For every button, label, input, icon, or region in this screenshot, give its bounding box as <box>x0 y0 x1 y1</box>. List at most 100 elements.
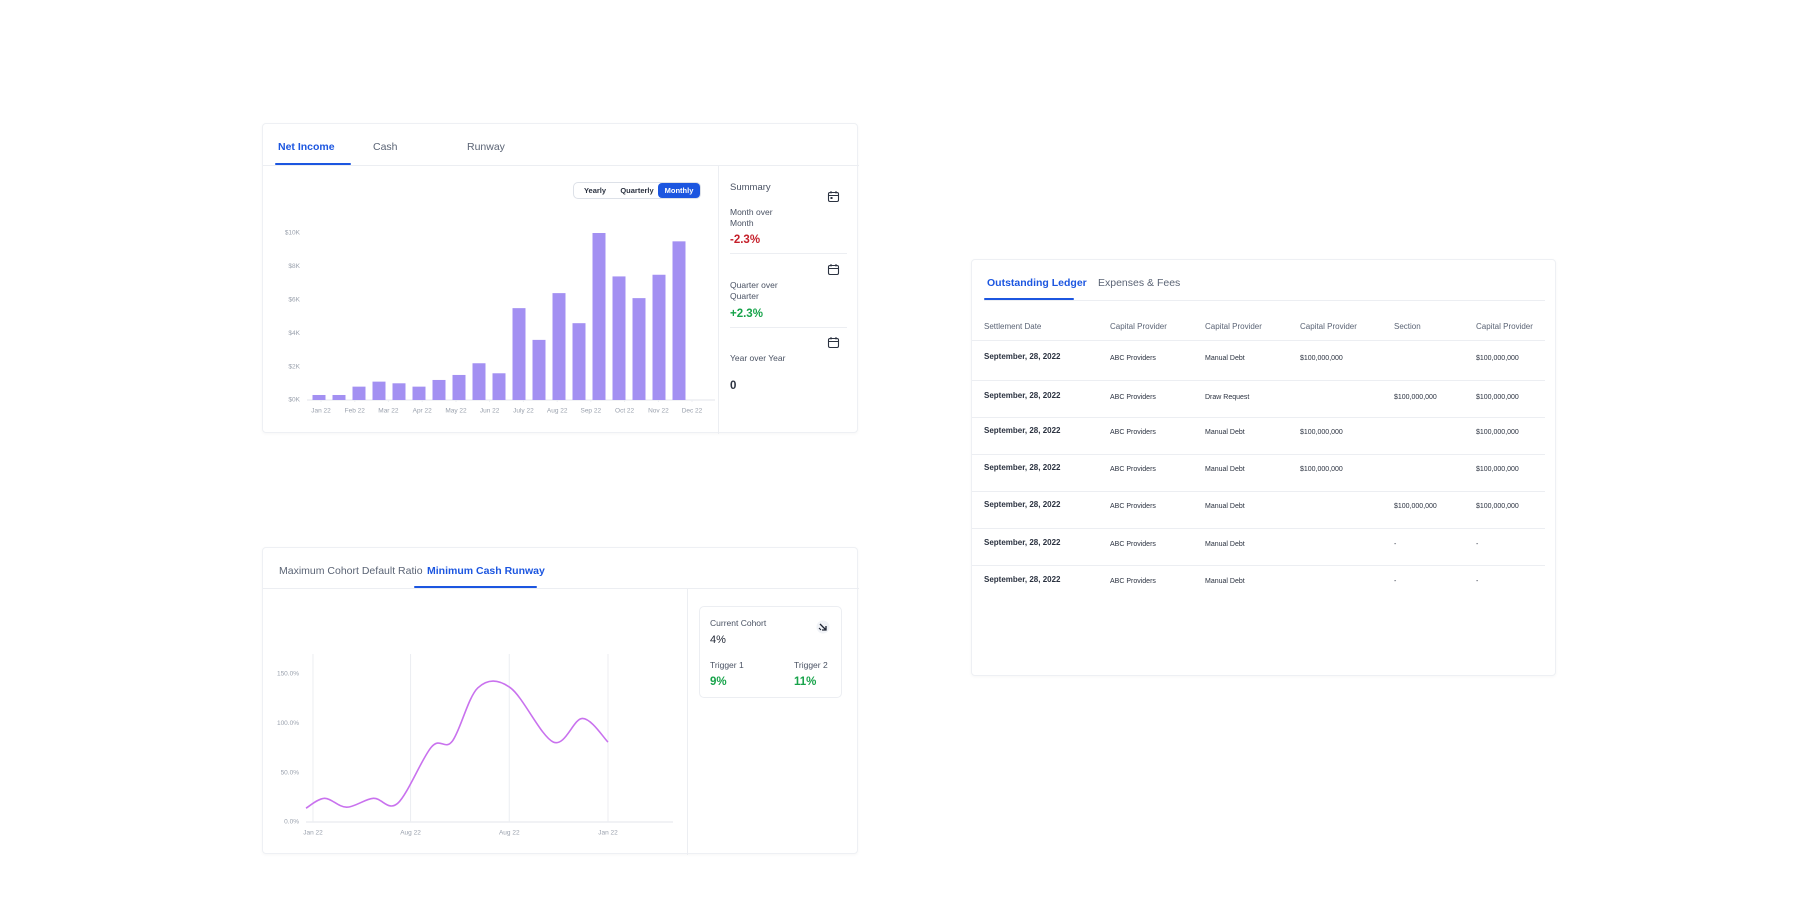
tab[interactable]: Outstanding Ledger <box>987 277 1087 289</box>
x-tick-label: Feb 22 <box>345 408 366 415</box>
toggle-option[interactable]: Monthly <box>658 183 700 198</box>
trigger-label: Trigger 1 <box>710 660 744 670</box>
trigger-value: 11% <box>794 676 817 688</box>
x-tick-label: Aug 22 <box>400 830 421 837</box>
x-tick-label: Jan 22 <box>311 408 331 415</box>
table-cell: ABC Providers <box>1110 578 1156 585</box>
y-tick-label: 100.0% <box>277 720 299 727</box>
table-cell: $100,000,000 <box>1300 466 1343 473</box>
ledger-card: Outstanding Ledger Expenses & Fees Settl… <box>971 259 1556 676</box>
tab-underline <box>414 586 537 588</box>
date-cell: September, 28, 2022 <box>984 500 1061 509</box>
tab[interactable]: Expenses & Fees <box>1098 277 1181 289</box>
table-cell: ABC Providers <box>1110 503 1156 510</box>
row-divider <box>972 565 1545 566</box>
divider <box>984 300 1545 301</box>
row-divider <box>972 491 1545 492</box>
bar <box>512 308 526 400</box>
x-tick-label: Oct 22 <box>615 408 635 415</box>
bar <box>532 339 546 400</box>
divider <box>718 165 719 434</box>
row-divider <box>972 417 1545 418</box>
table-cell: - <box>1476 541 1479 548</box>
summary-label: Month over Month <box>730 207 773 228</box>
y-tick-label: $10K <box>285 230 301 237</box>
x-tick-label: Aug 22 <box>547 408 568 415</box>
table-cell: $100,000,000 <box>1476 503 1519 510</box>
tab-underline <box>984 298 1074 300</box>
date-cell: September, 28, 2022 <box>984 426 1061 435</box>
x-tick-label: July 22 <box>513 408 534 415</box>
table-cell: $100,000,000 <box>1300 355 1343 362</box>
bar <box>392 383 406 400</box>
trigger-label: Trigger 2 <box>794 660 828 670</box>
bar <box>472 363 486 400</box>
y-tick-label: $6K <box>288 297 300 304</box>
y-tick-label: 50.0% <box>281 769 300 776</box>
summary-label: Year over Year <box>730 353 786 363</box>
bar-chart: $0K $2K $4K $6K $8K $10K Jan 22 Feb 22 Mar 22 Apr… <box>285 230 715 415</box>
table-cell: Manual Debt <box>1205 578 1245 585</box>
table-cell: Manual Debt <box>1205 355 1245 362</box>
calendar-icon[interactable] <box>827 190 840 203</box>
trigger-value: 9% <box>710 676 727 688</box>
period-toggle: Yearly Quarterly Monthly <box>573 182 701 199</box>
bar <box>452 374 466 400</box>
column-header: Section <box>1394 322 1421 331</box>
row-divider <box>972 380 1545 381</box>
bar <box>352 386 366 400</box>
x-tick-label: Nov 22 <box>648 408 669 415</box>
tab[interactable]: Net Income <box>278 141 335 153</box>
bar <box>592 233 606 400</box>
table-cell: $100,000,000 <box>1476 394 1519 401</box>
toggle-option[interactable]: Quarterly <box>620 186 654 195</box>
divider <box>730 253 847 254</box>
date-cell: September, 28, 2022 <box>984 391 1061 400</box>
summary-label: Quarter over Quarter <box>730 280 778 301</box>
x-tick-label: Apr 22 <box>413 408 433 415</box>
y-tick-label: $0K <box>288 397 300 404</box>
bar <box>432 379 446 400</box>
bar <box>312 394 326 400</box>
bar <box>552 293 566 400</box>
table-cell: $100,000,000 <box>1476 355 1519 362</box>
divider <box>687 588 688 855</box>
tab[interactable]: Maximum Cohort Default Ratio <box>279 565 423 577</box>
cohort-value: 4% <box>710 634 726 646</box>
summary-value: 0 <box>730 380 737 392</box>
x-tick-label: Dec 22 <box>682 408 703 415</box>
table-cell: Manual Debt <box>1205 541 1245 548</box>
tab[interactable]: Cash <box>373 141 398 153</box>
y-tick-label: 0.0% <box>284 819 299 826</box>
summary-value: -2.3% <box>730 234 761 246</box>
table-cell: Draw Request <box>1205 394 1250 401</box>
calendar-icon[interactable] <box>827 336 840 349</box>
y-tick-label: $4K <box>288 330 300 337</box>
tab[interactable]: Runway <box>467 141 505 153</box>
cohort-icon[interactable] <box>816 620 830 634</box>
bar <box>632 298 646 400</box>
table-cell: $100,000,000 <box>1476 466 1519 473</box>
row-divider <box>972 340 1545 341</box>
table-cell: $100,000,000 <box>1394 394 1437 401</box>
column-header: Capital Provider <box>1110 322 1167 331</box>
bar <box>412 386 426 400</box>
x-tick-label: Jun 22 <box>480 408 500 415</box>
toggle-option[interactable]: Yearly <box>583 186 607 195</box>
row-divider <box>972 454 1545 455</box>
row-divider <box>972 528 1545 529</box>
date-cell: September, 28, 2022 <box>984 538 1061 547</box>
table-cell: $100,000,000 <box>1300 429 1343 436</box>
table-cell: ABC Providers <box>1110 394 1156 401</box>
date-cell: September, 28, 2022 <box>984 463 1061 472</box>
tab[interactable]: Minimum Cash Runway <box>427 565 545 577</box>
table-cell: - <box>1394 541 1397 548</box>
table-cell: ABC Providers <box>1110 466 1156 473</box>
column-header: Settlement Date <box>984 322 1042 331</box>
bar <box>372 381 386 400</box>
calendar-icon[interactable] <box>827 263 840 276</box>
tab-underline <box>275 163 351 165</box>
cohort-box: Current Cohort 4% Trigger 1 9% Trigger 2… <box>699 606 842 698</box>
table-cell: - <box>1394 578 1397 585</box>
table-cell: ABC Providers <box>1110 355 1156 362</box>
